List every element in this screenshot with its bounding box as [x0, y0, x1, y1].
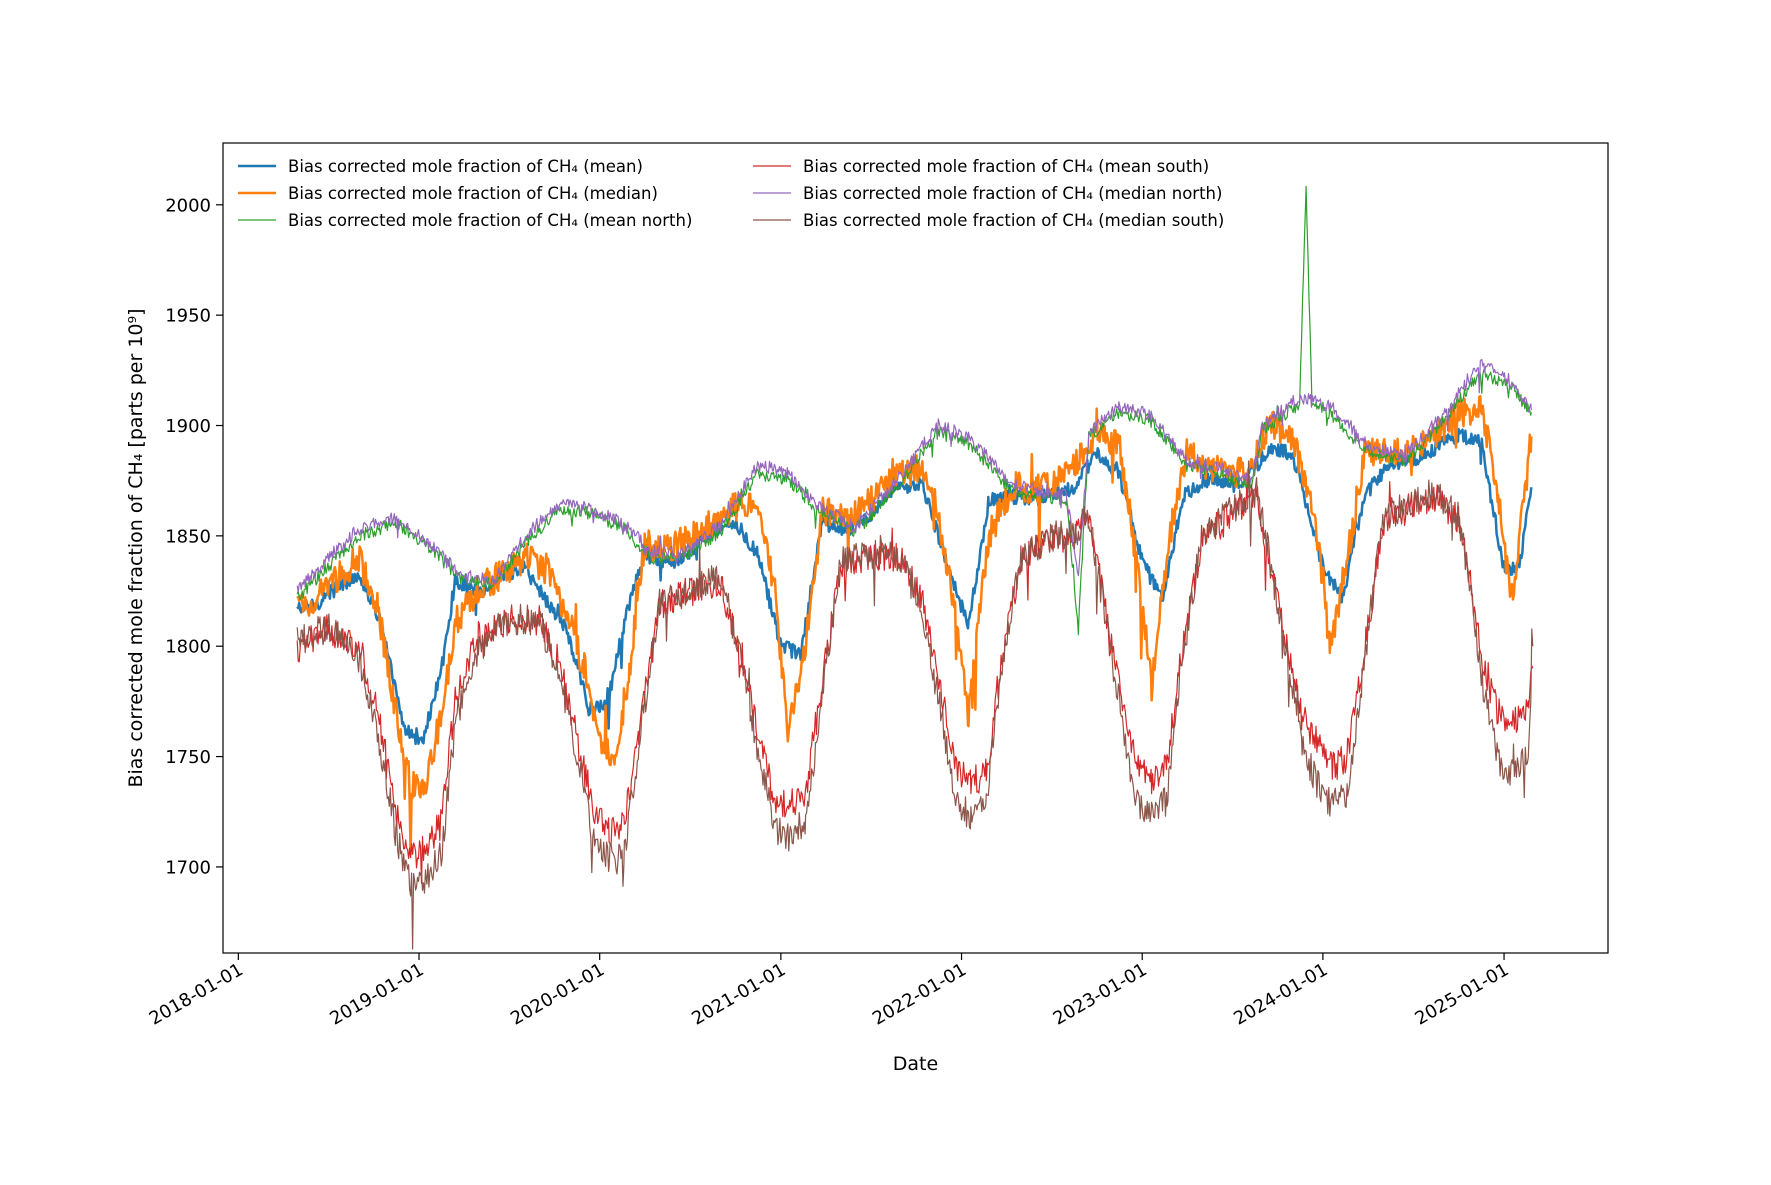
- plot-area-frame: [222, 142, 1609, 954]
- legend: Bias corrected mole fraction of CH₄ (mea…: [238, 157, 1224, 230]
- x-axis-label: Date: [893, 1053, 938, 1075]
- legend-entry-label: Bias corrected mole fraction of CH₄ (mea…: [288, 211, 692, 230]
- y-tick-label: 1900: [165, 416, 211, 437]
- y-axis: 1700 1750 1800 1850 1900 1950 2000: [165, 195, 223, 878]
- legend-entry-label: Bias corrected mole fraction of CH₄ (med…: [803, 211, 1224, 230]
- series-layer: [296, 185, 1534, 950]
- y-tick-label: 1950: [165, 306, 211, 327]
- legend-entry-label: Bias corrected mole fraction of CH₄ (med…: [288, 184, 658, 203]
- legend-entry-label: Bias corrected mole fraction of CH₄ (mea…: [803, 157, 1209, 176]
- series-line-6: [296, 460, 1534, 950]
- y-tick-label: 1700: [165, 857, 211, 878]
- y-tick-label: 2000: [165, 195, 211, 216]
- legend-entry-label: Bias corrected mole fraction of CH₄ (med…: [803, 184, 1222, 203]
- y-tick-label: 1800: [165, 637, 211, 658]
- y-axis-label: Bias corrected mole fraction of CH₄ [par…: [125, 308, 147, 787]
- series-line-5: [296, 358, 1532, 593]
- y-tick-label: 1850: [165, 526, 211, 547]
- legend-entry-label: Bias corrected mole fraction of CH₄ (mea…: [288, 157, 643, 176]
- y-tick-label: 1750: [165, 747, 211, 768]
